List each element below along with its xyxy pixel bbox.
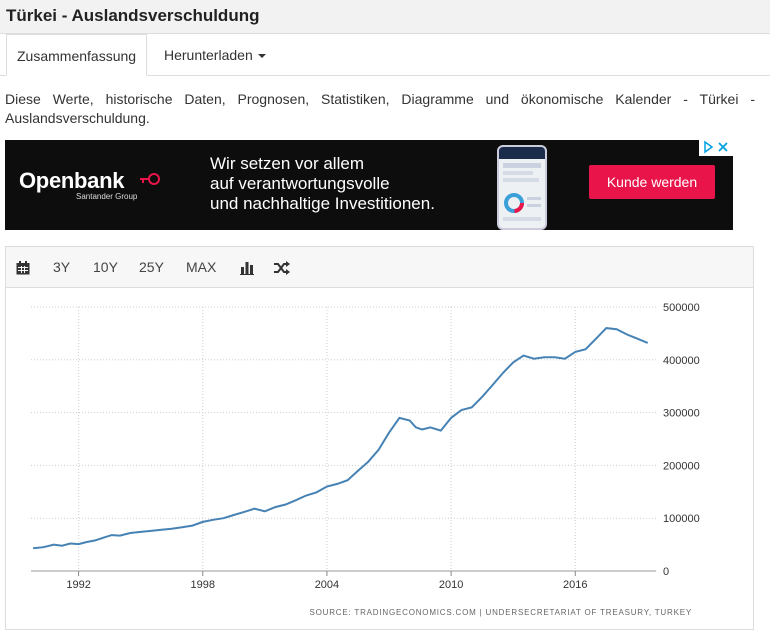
advertisement-banner[interactable]: Openbank Santander Group Wir setzen vor …	[5, 140, 733, 230]
line-chart: 0 100000 200000 300000 400000 500000 1992 1998…	[31, 302, 700, 617]
calendar-icon[interactable]	[16, 247, 30, 287]
ad-message-line: auf verantwortungsvolle	[210, 174, 390, 193]
y-tick-label: 0	[663, 566, 669, 578]
range-10y-button[interactable]: 10Y	[93, 259, 118, 275]
x-tick-label: 1992	[66, 579, 90, 591]
ad-brand: Openbank	[19, 168, 125, 193]
ad-cta-button[interactable]: Kunde werden	[589, 165, 715, 199]
chart-toolbar: 3Y 10Y 25Y MAX	[5, 246, 754, 288]
ad-choices-glyph-icon	[704, 140, 728, 154]
y-tick-label: 300000	[663, 408, 700, 420]
range-max-button[interactable]: MAX	[186, 259, 217, 275]
caret-down-icon	[257, 54, 266, 59]
chart-source: SOURCE: TRADINGECONOMICS.COM | UNDERSECR…	[309, 608, 692, 617]
range-3y-button[interactable]: 3Y	[53, 259, 71, 275]
chart-container: 0 100000 200000 300000 400000 500000 1992 1998…	[5, 288, 754, 630]
ad-brand-sub: Santander Group	[76, 192, 138, 201]
ad-message-line: Wir setzen vor allem	[210, 154, 364, 173]
range-25y-button[interactable]: 25Y	[139, 259, 164, 275]
x-tick-label: 2010	[439, 579, 463, 591]
shuffle-icon[interactable]	[274, 247, 290, 287]
x-tick-label: 2016	[563, 579, 587, 591]
phone-image	[497, 145, 547, 230]
tab-download-label: Herunterladen	[164, 47, 253, 63]
page-description: Diese Werte, historische Daten, Prognose…	[5, 91, 755, 126]
title-bar: Türkei - Auslandsverschuldung	[0, 0, 770, 34]
y-tick-label: 200000	[663, 460, 700, 472]
series-line	[32, 327, 649, 550]
tab-summary[interactable]: Zusammenfassung	[6, 34, 148, 76]
y-tick-label: 100000	[663, 513, 700, 525]
x-tick-label: 1998	[191, 579, 215, 591]
y-tick-label: 400000	[663, 355, 700, 367]
ad-choices-icon[interactable]	[699, 140, 733, 156]
x-tick-label: 2004	[315, 579, 339, 591]
ad-message: Wir setzen vor allem auf verantwortungsv…	[210, 154, 435, 214]
tab-bar: Zusammenfassung Herunterladen	[0, 34, 770, 76]
tab-download[interactable]: Herunterladen	[154, 34, 276, 76]
phone-screen-icon	[499, 147, 545, 221]
ad-message-line: und nachhaltige Investitionen.	[210, 194, 435, 213]
y-tick-label: 500000	[663, 302, 700, 314]
page-title: Türkei - Auslandsverschuldung	[6, 6, 260, 25]
key-logo-icon	[140, 173, 160, 185]
bar-chart-icon[interactable]	[240, 247, 254, 287]
